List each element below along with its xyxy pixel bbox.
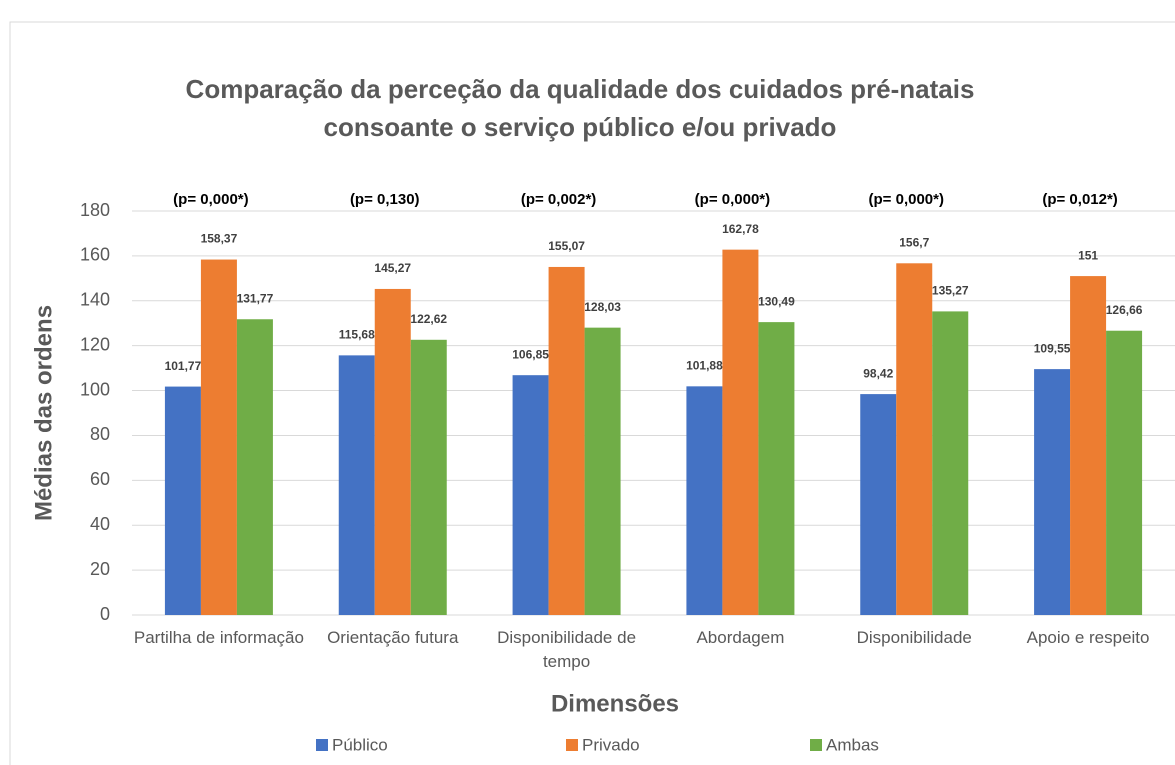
annotation: (p= 0,000*) bbox=[173, 191, 248, 208]
bar bbox=[374, 288, 411, 615]
bar bbox=[1070, 276, 1107, 615]
annotation: (p= 0,012*) bbox=[1042, 191, 1117, 208]
legend-swatch bbox=[566, 739, 578, 751]
bar bbox=[758, 322, 795, 615]
bar bbox=[860, 394, 897, 615]
y-tick-label: 80 bbox=[90, 424, 110, 444]
bar bbox=[164, 386, 201, 615]
legend-label: Ambas bbox=[826, 735, 879, 754]
bar bbox=[512, 375, 549, 615]
data-label: 109,55 bbox=[1034, 341, 1071, 355]
annotation: (p= 0,000*) bbox=[695, 191, 770, 208]
chart-title: Comparação da perceção da qualidade dos … bbox=[185, 74, 975, 142]
x-tick-box: Orientação futura bbox=[327, 628, 459, 647]
y-tick-label: 140 bbox=[80, 290, 110, 310]
x-tick-box: Apoio e respeito bbox=[1026, 628, 1150, 647]
x-tick-label: Partilha de informação bbox=[133, 628, 304, 647]
y-tick-label: 0 bbox=[100, 604, 110, 624]
y-tick-label: 100 bbox=[80, 379, 110, 399]
legend-label: Privado bbox=[582, 735, 640, 754]
y-tick-label: 180 bbox=[80, 200, 110, 220]
data-label: 145,27 bbox=[374, 261, 411, 275]
annotation: (p= 0,000*) bbox=[869, 191, 944, 208]
data-label: 122,62 bbox=[410, 312, 447, 326]
x-tick-label: Disponibilidade bbox=[856, 628, 972, 647]
title-box: Comparação da perceção da qualidade dos … bbox=[185, 74, 975, 142]
data-label: 101,77 bbox=[165, 359, 202, 373]
data-label: 106,85 bbox=[512, 347, 549, 361]
x-tick-label: Disponibilidade de tempo bbox=[497, 628, 637, 671]
x-tick-label: Orientação futura bbox=[327, 628, 459, 647]
data-label: 98,42 bbox=[863, 366, 893, 380]
legend-swatch bbox=[810, 739, 822, 751]
legend-swatch bbox=[316, 739, 328, 751]
data-label: 101,88 bbox=[686, 359, 723, 373]
x-tick-box: Disponibilidade bbox=[856, 628, 972, 647]
bar bbox=[200, 259, 237, 615]
data-label: 155,07 bbox=[548, 239, 585, 253]
bar bbox=[1106, 330, 1143, 615]
x-tick-label: Abordagem bbox=[696, 628, 785, 647]
x-tick-label: Apoio e respeito bbox=[1026, 628, 1150, 647]
data-label: 115,68 bbox=[339, 328, 375, 342]
legend-label: Público bbox=[332, 735, 388, 754]
bar bbox=[584, 327, 621, 615]
y-tick-label: 60 bbox=[90, 469, 110, 489]
data-label: 156,7 bbox=[899, 235, 929, 249]
data-label: 131,77 bbox=[237, 291, 274, 305]
y-tick-label: 40 bbox=[90, 514, 110, 534]
data-label: 162,78 bbox=[722, 222, 759, 236]
bar bbox=[686, 386, 723, 615]
x-axis-label: Dimensões bbox=[551, 690, 679, 717]
bar bbox=[548, 266, 585, 615]
bar bbox=[236, 319, 273, 615]
x-tick-box: Abordagem bbox=[696, 628, 785, 647]
x-tick-box: Disponibilidade de tempo bbox=[497, 628, 637, 671]
bar bbox=[410, 339, 447, 615]
data-label: 130,49 bbox=[758, 294, 795, 308]
data-label: 151 bbox=[1078, 248, 1098, 262]
y-tick-label: 120 bbox=[80, 334, 110, 354]
bar bbox=[932, 311, 969, 615]
x-tick-box: Partilha de informação bbox=[133, 628, 304, 647]
annotation: (p= 0,002*) bbox=[521, 191, 596, 208]
data-label: 158,37 bbox=[201, 232, 238, 246]
data-label: 126,66 bbox=[1106, 303, 1143, 317]
annotation: (p= 0,130) bbox=[350, 191, 420, 208]
y-axis-label: Médias das ordens bbox=[30, 305, 57, 521]
bar bbox=[338, 355, 375, 615]
y-tick-label: 160 bbox=[80, 245, 110, 265]
data-label: 128,03 bbox=[584, 300, 621, 314]
bar bbox=[1034, 369, 1071, 615]
data-label: 135,27 bbox=[932, 284, 969, 298]
bar bbox=[722, 249, 759, 615]
y-tick-label: 20 bbox=[90, 559, 110, 579]
bar bbox=[896, 263, 933, 615]
